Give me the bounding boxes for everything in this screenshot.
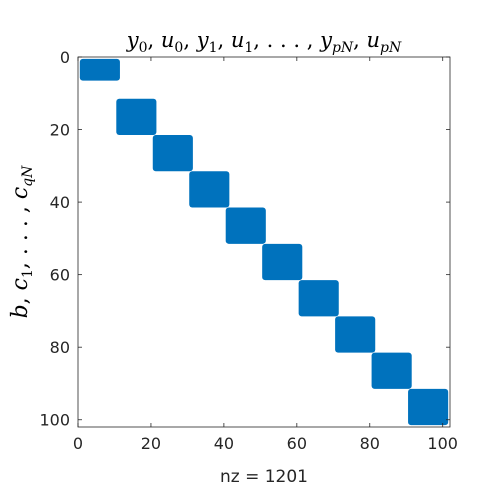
- nonzero-block-7: [298, 280, 339, 317]
- chart-title: y0, u0, y1, u1, . . . , ypN, upN: [126, 28, 402, 56]
- axes-box: [77, 56, 451, 428]
- nonzero-block-9: [371, 352, 412, 389]
- y-tick-label: 60: [50, 266, 70, 285]
- x-tick-label: 60: [287, 434, 307, 453]
- y-tick-label: 0: [60, 48, 70, 67]
- nonzero-block-6: [262, 243, 303, 281]
- y-tick-label: 80: [50, 338, 70, 357]
- svg-text:b, c1, . . . , cqN: b, c1, . . . , cqN: [8, 165, 36, 319]
- x-tick-label: 80: [360, 434, 380, 453]
- nonzero-block-2: [116, 98, 157, 135]
- y-tick-label: 20: [50, 121, 70, 140]
- x-tick-label: 100: [427, 434, 458, 453]
- x-tick-label: 20: [141, 434, 161, 453]
- x-tick-label: 0: [73, 434, 83, 453]
- nonzero-block-4: [189, 171, 230, 208]
- nonzero-block-10: [408, 388, 449, 426]
- svg-text:y0, u0, y1, u1, . . . , ypN, u: y0, u0, y1, u1, . . . , ypN, upN: [126, 28, 402, 56]
- nonzero-block-1: [79, 58, 120, 81]
- x-axis-label: nz = 1201: [220, 467, 308, 487]
- nonzero-block-8: [335, 316, 376, 353]
- x-tick-label: 40: [214, 434, 234, 453]
- nonzero-block-5: [225, 207, 266, 244]
- nonzero-block-3: [152, 134, 193, 172]
- blocks-layer: [79, 58, 449, 426]
- y-axis-label: b, c1, . . . , cqN: [8, 165, 36, 319]
- y-tick-label: 40: [50, 193, 70, 212]
- y-tick-label: 100: [39, 411, 70, 430]
